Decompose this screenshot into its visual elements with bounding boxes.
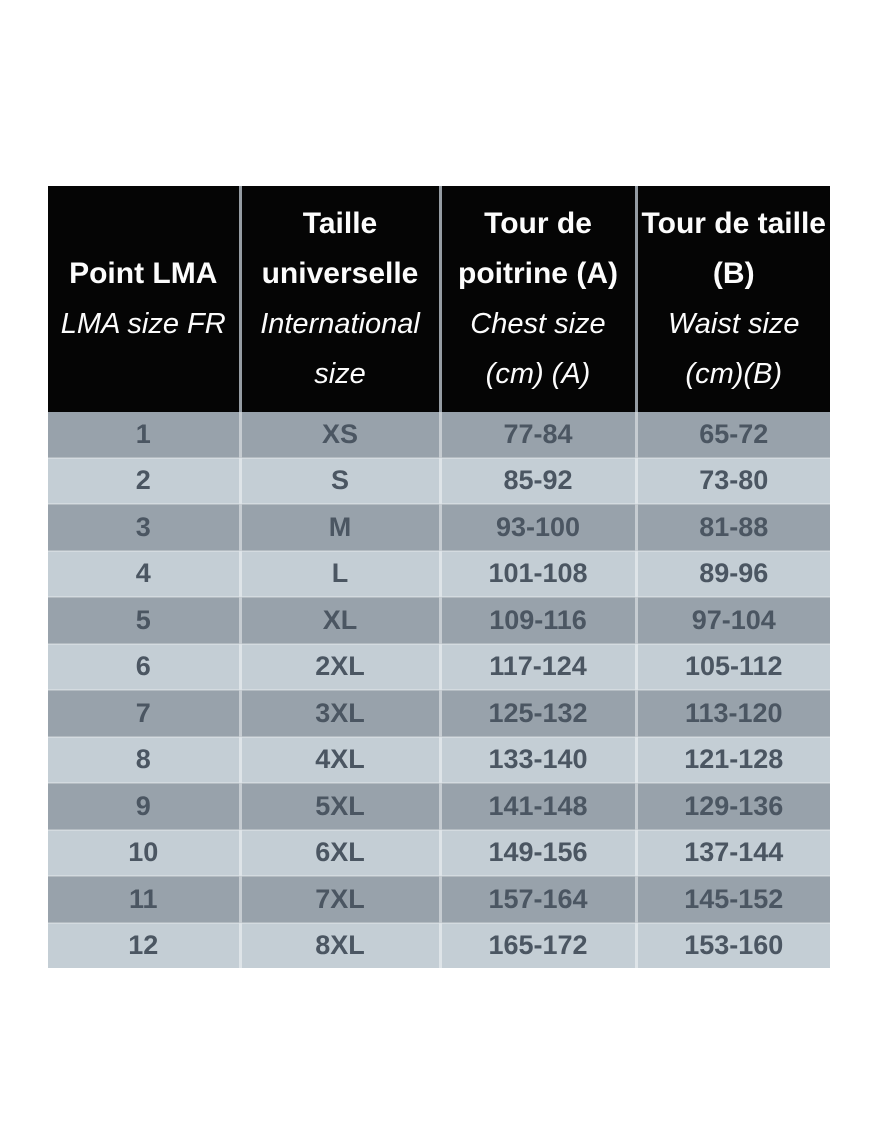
cell-waist-size: 73-80 [634,456,830,504]
cell-point-lma: 4 [48,549,240,597]
cell-international-size: 7XL [238,875,440,923]
cell-international-size: 5XL [238,782,440,830]
cell-international-size: L [238,549,440,597]
size-chart-header: Point LMA LMA size FR Taille universelle… [48,186,830,412]
cell-waist-size: 65-72 [634,412,830,458]
col-title-fr: Taille universelle [261,207,419,290]
cell-waist-size: 129-136 [634,782,830,830]
table-row: 9 5XL 141-148 129-136 [48,782,830,830]
table-row: 12 8XL 165-172 153-160 [48,921,830,968]
col-title-fr: Tour de poitrine (A) [458,207,618,290]
col-title-en: Chest size (cm) (A) [470,308,606,390]
table-row: 3 M 93-100 81-88 [48,503,830,551]
cell-point-lma: 2 [48,456,240,504]
cell-waist-size: 113-120 [634,689,830,737]
size-chart-table: Point LMA LMA size FR Taille universelle… [48,186,830,968]
cell-chest-size: 93-100 [438,503,636,551]
cell-point-lma: 8 [48,735,240,783]
cell-point-lma: 7 [48,689,240,737]
cell-point-lma: 9 [48,782,240,830]
col-title-en: Waist size (cm)(B) [667,308,800,390]
col-title-en: LMA size FR [60,308,226,340]
cell-international-size: S [238,456,440,504]
cell-point-lma: 6 [48,642,240,690]
cell-waist-size: 137-144 [634,828,830,876]
cell-point-lma: 5 [48,596,240,644]
cell-international-size: 2XL [238,642,440,690]
cell-international-size: 4XL [238,735,440,783]
table-row: 5 XL 109-116 97-104 [48,596,830,644]
cell-international-size: XL [238,596,440,644]
cell-waist-size: 81-88 [634,503,830,551]
cell-chest-size: 157-164 [438,875,636,923]
cell-point-lma: 3 [48,503,240,551]
table-row: 4 L 101-108 89-96 [48,549,830,597]
cell-chest-size: 109-116 [438,596,636,644]
cell-point-lma: 12 [48,921,240,968]
table-row: 1 XS 77-84 65-72 [48,412,830,458]
col-header-chest-size: Tour de poitrine (A) Chest size (cm) (A) [438,186,636,412]
cell-chest-size: 101-108 [438,549,636,597]
table-row: 10 6XL 149-156 137-144 [48,828,830,876]
col-header-international-size: Taille universelle International size [238,186,440,412]
size-chart-body: 1 XS 77-84 65-72 2 S 85-92 73-80 3 M 93-100 81-88 4 L… [48,412,830,968]
table-row: 8 4XL 133-140 121-128 [48,735,830,783]
cell-point-lma: 10 [48,828,240,876]
cell-international-size: 8XL [238,921,440,968]
cell-international-size: M [238,503,440,551]
cell-international-size: 6XL [238,828,440,876]
col-header-point-lma: Point LMA LMA size FR [48,186,240,412]
col-title-en: International size [260,308,420,390]
cell-point-lma: 1 [48,412,240,458]
cell-chest-size: 165-172 [438,921,636,968]
cell-chest-size: 117-124 [438,642,636,690]
table-row: 6 2XL 117-124 105-112 [48,642,830,690]
cell-chest-size: 141-148 [438,782,636,830]
cell-chest-size: 149-156 [438,828,636,876]
cell-waist-size: 89-96 [634,549,830,597]
cell-chest-size: 133-140 [438,735,636,783]
cell-international-size: XS [238,412,440,458]
cell-waist-size: 121-128 [634,735,830,783]
cell-chest-size: 85-92 [438,456,636,504]
table-row: 2 S 85-92 73-80 [48,456,830,504]
cell-waist-size: 105-112 [634,642,830,690]
cell-chest-size: 77-84 [438,412,636,458]
cell-waist-size: 97-104 [634,596,830,644]
col-title-fr: Tour de taille (B) [641,207,826,290]
col-title-fr: Point LMA [69,257,218,290]
table-row: 7 3XL 125-132 113-120 [48,689,830,737]
col-header-waist-size: Tour de taille (B) Waist size (cm)(B) [634,186,830,412]
cell-point-lma: 11 [48,875,240,923]
table-row: 11 7XL 157-164 145-152 [48,875,830,923]
cell-waist-size: 153-160 [634,921,830,968]
cell-waist-size: 145-152 [634,875,830,923]
header-row: Point LMA LMA size FR Taille universelle… [48,186,830,412]
cell-international-size: 3XL [238,689,440,737]
cell-chest-size: 125-132 [438,689,636,737]
